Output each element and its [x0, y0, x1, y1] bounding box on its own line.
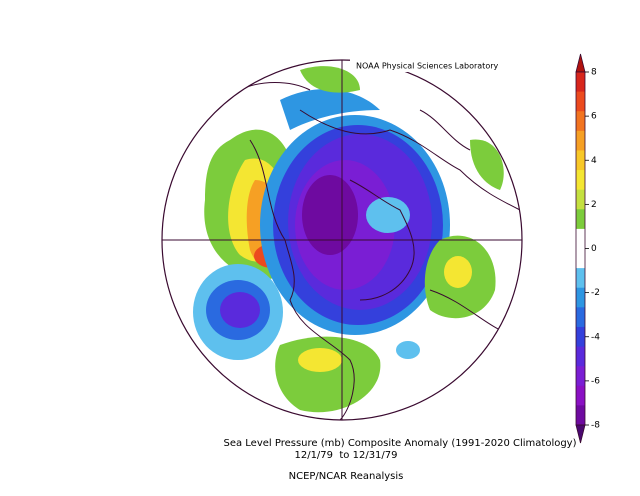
- colorbar-cap: [575, 424, 586, 444]
- colorbar-band: [576, 111, 585, 132]
- colorbar-cap: [575, 53, 586, 73]
- colorbar-band: [576, 150, 585, 171]
- colorbar-tick-label: 6: [591, 112, 597, 122]
- colorbar-tick-label: 8: [591, 68, 597, 78]
- colorbar-band: [576, 405, 585, 426]
- colorbar-band: [576, 91, 585, 112]
- colorbar-band: [576, 366, 585, 387]
- colorbar-tick-label: -8: [591, 421, 600, 431]
- map-title: Sea Level Pressure (mb) Composite Anomal…: [223, 438, 576, 449]
- colorbar-band: [576, 209, 585, 230]
- data-source: NCEP/NCAR Reanalysis: [289, 471, 404, 482]
- colorbar-band: [576, 346, 585, 367]
- colorbar-band: [576, 287, 585, 308]
- colorbar-band: [576, 248, 585, 269]
- colorbar-band: [576, 130, 585, 151]
- map-field: [162, 60, 522, 420]
- colorbar-tick-label: -6: [591, 376, 600, 386]
- colorbar-band: [576, 170, 585, 191]
- colorbar-band: [576, 268, 585, 289]
- colorbar-tick-label: 0: [591, 244, 597, 254]
- colorbar: 8 6 4 2 0 -2 -4 -6 -8: [575, 53, 600, 444]
- colorbar-band: [576, 72, 585, 93]
- colorbar-band: [576, 326, 585, 348]
- colorbar-tick-label: 4: [591, 156, 597, 166]
- credit: NOAA Physical Sciences Laboratory: [356, 62, 499, 71]
- globe-outline: [161, 59, 523, 421]
- date-range: 12/1/79 to 12/31/79: [294, 450, 397, 461]
- colorbar-band: [576, 189, 585, 210]
- colorbar-tick-label: -4: [591, 332, 600, 342]
- colorbar-band: [576, 307, 585, 328]
- colorbar-band: [576, 385, 585, 406]
- credit-bg: [350, 59, 522, 72]
- colorbar-band: [576, 228, 585, 249]
- colorbar-tick-label: -2: [591, 288, 600, 298]
- colorbar-tick-label: 2: [591, 200, 597, 210]
